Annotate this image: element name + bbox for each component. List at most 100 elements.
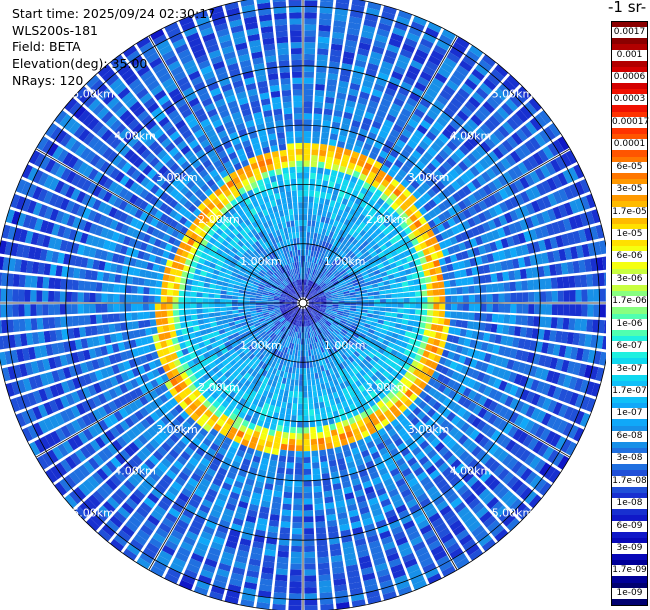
beta-cell	[438, 241, 447, 250]
beta-cell	[221, 315, 228, 320]
beta-cell	[444, 311, 451, 318]
beta-cell	[325, 436, 332, 444]
beta-cell	[419, 241, 428, 250]
beta-cell	[443, 107, 456, 118]
beta-cell	[359, 91, 370, 100]
beta-cell	[389, 192, 398, 202]
beta-cell	[138, 320, 145, 329]
beta-cell	[361, 309, 368, 313]
beta-cell	[414, 244, 422, 252]
beta-cell	[468, 96, 481, 109]
beta-cell	[65, 291, 72, 302]
beta-cell	[341, 231, 348, 239]
beta-cell	[482, 184, 493, 196]
beta-cell	[500, 238, 509, 249]
beta-cell	[313, 366, 318, 374]
beta-cell	[316, 179, 322, 186]
beta-cell	[305, 255, 308, 262]
beta-cell	[318, 443, 326, 451]
beta-cell	[329, 175, 337, 183]
beta-cell	[232, 313, 240, 318]
beta-cell	[328, 67, 339, 75]
beta-cell	[326, 211, 332, 219]
beta-cell	[442, 145, 454, 156]
beta-cell	[366, 220, 374, 228]
beta-cell	[357, 48, 370, 57]
beta-cell	[368, 303, 375, 307]
beta-cell	[379, 290, 386, 295]
beta-cell	[543, 238, 553, 251]
beta-cell	[344, 307, 351, 311]
beta-cell	[404, 174, 414, 184]
beta-cell	[365, 281, 372, 286]
beta-cell	[399, 329, 406, 336]
beta-cell	[557, 290, 564, 302]
beta-cell	[493, 217, 502, 228]
beta-cell	[524, 173, 535, 187]
beta-cell	[362, 181, 371, 190]
beta-cell	[335, 273, 342, 279]
beta-cell	[426, 162, 437, 173]
beta-cell	[462, 295, 469, 303]
beta-cell	[427, 303, 434, 310]
beta-cell	[132, 321, 139, 330]
beta-cell	[446, 263, 454, 272]
beta-cell	[331, 121, 341, 129]
beta-cell	[389, 262, 397, 269]
beta-cell	[175, 269, 183, 277]
beta-cell	[385, 303, 392, 308]
beta-cell	[457, 87, 470, 100]
beta-cell	[175, 329, 183, 337]
beta-cell	[534, 167, 546, 181]
beta-cell	[349, 125, 359, 134]
beta-cell	[303, 285, 305, 292]
beta-cell	[306, 232, 311, 239]
beta-cell	[303, 196, 309, 203]
beta-cell	[424, 239, 433, 247]
beta-cell	[297, 421, 303, 428]
beta-cell	[314, 245, 319, 252]
beta-cell	[270, 508, 281, 516]
beta-cell	[278, 455, 287, 463]
beta-cell	[210, 278, 217, 285]
beta-cell	[30, 318, 38, 331]
beta-cell	[233, 284, 240, 290]
beta-cell	[318, 203, 324, 211]
beta-cell	[342, 238, 348, 246]
beta-cell	[303, 113, 312, 120]
beta-cell	[536, 183, 547, 196]
beta-cell	[313, 491, 323, 499]
beta-cell	[504, 293, 511, 302]
beta-cell	[351, 189, 359, 198]
beta-cell	[585, 193, 596, 209]
beta-cell	[306, 293, 311, 299]
beta-cell	[354, 108, 365, 117]
beta-cell	[504, 304, 511, 313]
beta-cell	[204, 323, 212, 329]
beta-cell	[315, 270, 319, 277]
beta-cell	[326, 187, 334, 194]
beta-cell	[355, 53, 368, 63]
beta-cell	[529, 170, 541, 184]
beta-cell	[530, 214, 540, 227]
beta-cell	[427, 199, 437, 209]
beta-cell	[329, 238, 335, 245]
beta-cell	[311, 155, 318, 162]
beta-cell	[338, 80, 349, 89]
beta-cell	[520, 124, 533, 139]
beta-cell	[313, 232, 318, 240]
beta-cell	[78, 280, 85, 291]
beta-cell	[394, 197, 404, 207]
beta-cell	[304, 605, 318, 610]
beta-cell	[467, 217, 476, 228]
beta-cell	[326, 297, 333, 300]
beta-cell	[190, 291, 197, 297]
beta-cell	[480, 303, 487, 312]
beta-cell	[449, 74, 463, 87]
beta-cell	[365, 176, 374, 185]
beta-cell	[432, 259, 441, 268]
beta-cell	[403, 102, 415, 113]
beta-cell	[403, 292, 410, 298]
beta-cell	[365, 243, 372, 251]
beta-cell	[320, 191, 326, 199]
